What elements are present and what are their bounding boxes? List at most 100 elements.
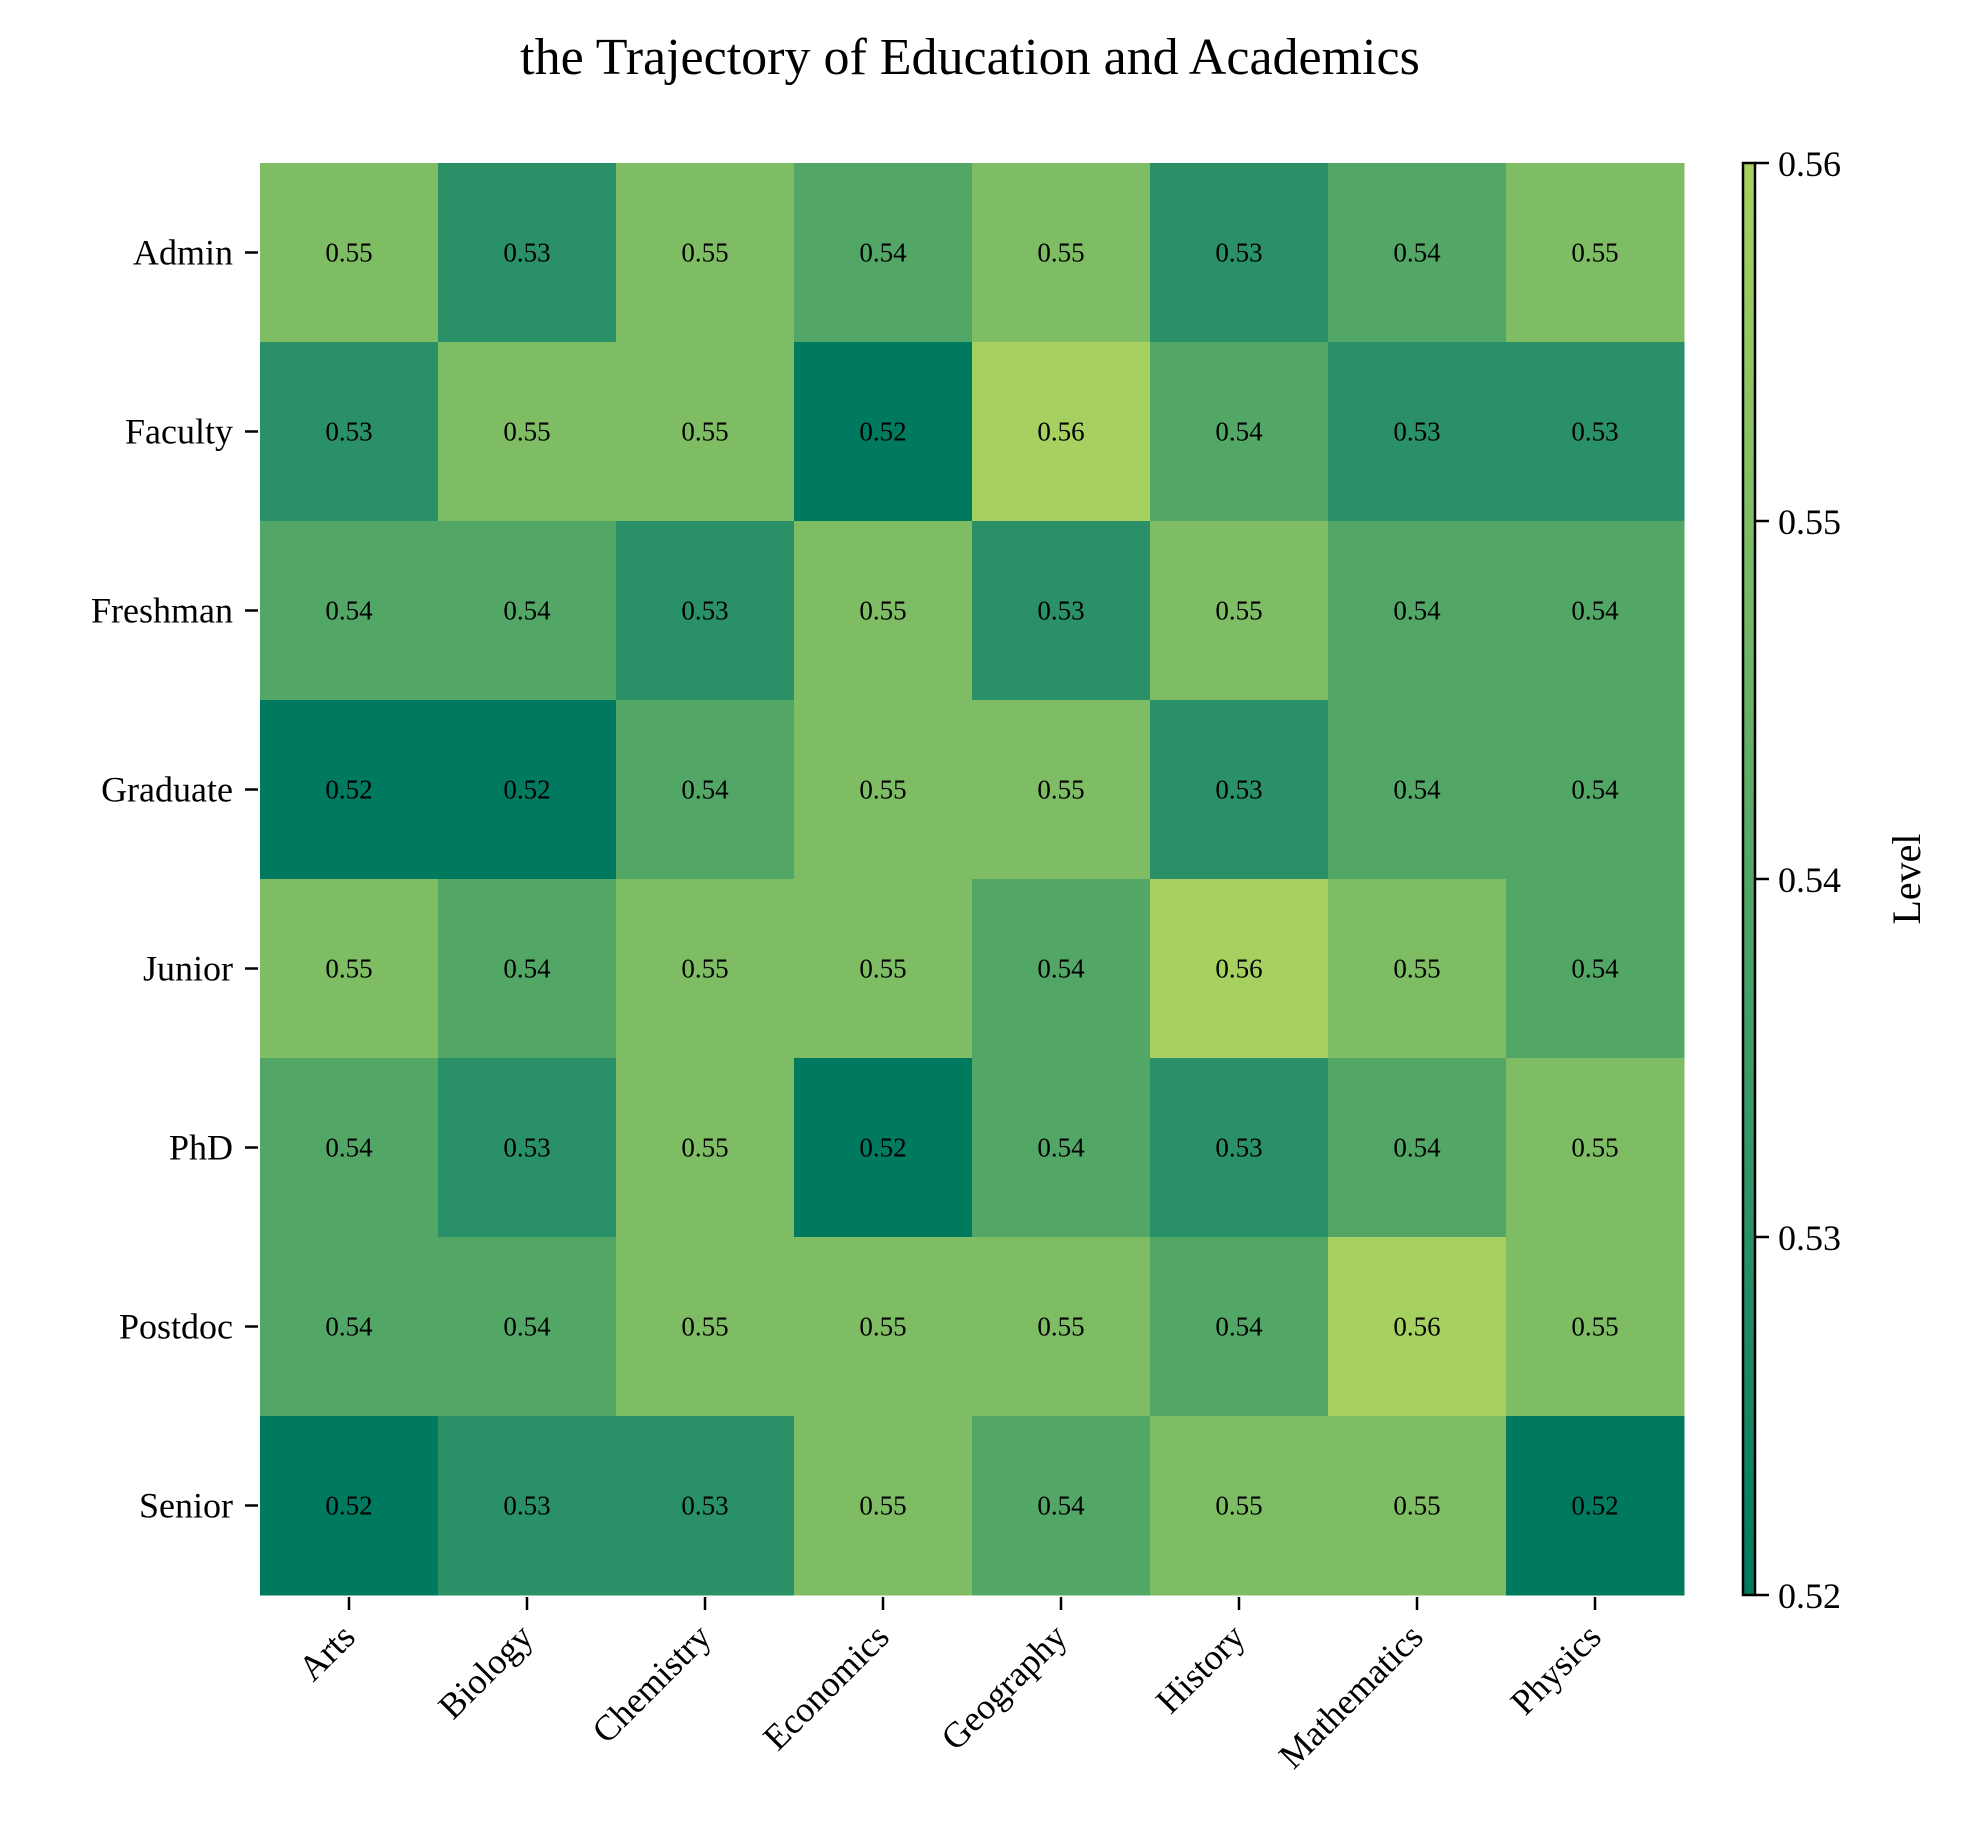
cell-value-label: 0.55	[1393, 1491, 1440, 1521]
heatmap-cell	[972, 1416, 1151, 1596]
cell-value-label: 0.54	[1393, 596, 1441, 626]
heatmap-cell	[1506, 521, 1685, 701]
cell-value-label: 0.54	[1393, 775, 1441, 805]
cell-value-label: 0.52	[859, 1133, 906, 1163]
cell-value-label: 0.54	[325, 1312, 373, 1342]
heatmap-cell	[1328, 1058, 1507, 1238]
cell-value-label: 0.53	[1037, 596, 1084, 626]
cell-value-label: 0.54	[1571, 775, 1619, 805]
cell-value-label: 0.54	[1215, 1312, 1263, 1342]
y-tick-label: Graduate	[101, 770, 233, 810]
cell-value-label: 0.53	[503, 1133, 550, 1163]
heatmap-cell	[1506, 700, 1685, 880]
heatmap-cell	[1506, 163, 1685, 343]
colorbar-gradient	[1741, 161, 1757, 1597]
heatmap-cell	[1328, 521, 1507, 701]
cell-value-label: 0.54	[503, 596, 551, 626]
y-tick-label: PhD	[169, 1128, 233, 1168]
cell-value-label: 0.54	[1037, 1133, 1085, 1163]
cell-value-label: 0.55	[681, 417, 728, 447]
heatmap-cell	[1150, 1058, 1329, 1238]
cell-value-label: 0.54	[1215, 417, 1263, 447]
cell-value-label: 0.52	[325, 1491, 372, 1521]
heatmap-cell	[1506, 342, 1685, 522]
cell-value-label: 0.53	[1571, 417, 1618, 447]
heatmap-cell	[260, 1416, 439, 1596]
x-tick-label: Chemistry	[584, 1616, 718, 1750]
heatmap-cell	[1328, 342, 1507, 522]
cell-value-label: 0.53	[503, 1491, 550, 1521]
cell-value-label: 0.55	[859, 954, 906, 984]
cell-value-label: 0.53	[681, 596, 728, 626]
heatmap-cell	[260, 163, 439, 343]
cell-value-label: 0.54	[1393, 1133, 1441, 1163]
cell-value-label: 0.53	[1393, 417, 1440, 447]
cell-value-label: 0.52	[325, 775, 372, 805]
heatmap-cell	[438, 342, 617, 522]
heatmap-cell	[1506, 1416, 1685, 1596]
cell-value-label: 0.55	[1571, 238, 1618, 268]
y-axis: Admin Faculty Freshman Graduate Junior PhD Pos…	[91, 233, 258, 1526]
heatmap-cell	[616, 521, 795, 701]
cell-value-label: 0.55	[681, 238, 728, 268]
heatmap-cell	[972, 521, 1151, 701]
heatmap-cell	[1150, 1237, 1329, 1417]
cell-value-label: 0.55	[681, 1133, 728, 1163]
cell-value-label: 0.56	[1215, 954, 1262, 984]
x-tick-label: Biology	[430, 1616, 540, 1726]
heatmap-cell	[794, 700, 973, 880]
heatmap-cell	[972, 1237, 1151, 1417]
heatmap-cell	[972, 879, 1151, 1059]
colorbar-tick-label: 0.54	[1778, 860, 1841, 900]
cell-value-label: 0.55	[681, 954, 728, 984]
cell-value-label: 0.53	[1215, 238, 1262, 268]
heatmap-cell	[438, 521, 617, 701]
heatmap-cell	[616, 1416, 795, 1596]
heatmap-cell	[972, 342, 1151, 522]
y-tick-label: Senior	[139, 1486, 233, 1526]
heatmap-cell	[1506, 1058, 1685, 1238]
heatmap-cell	[1506, 1237, 1685, 1417]
y-tick-label: Admin	[133, 233, 233, 273]
chart-title: the Trajectory of Education and Academic…	[520, 29, 1420, 86]
heatmap-cell	[1328, 700, 1507, 880]
cell-value-label: 0.55	[1037, 238, 1084, 268]
x-axis: Arts Biology Chemistry Economics Geography Hi…	[291, 1597, 1609, 1776]
cell-value-label: 0.55	[1037, 1312, 1084, 1342]
heatmap-cell	[260, 700, 439, 880]
colorbar-tick-label: 0.53	[1778, 1218, 1841, 1258]
heatmap-cell	[794, 342, 973, 522]
heatmap-cell	[260, 1237, 439, 1417]
cell-value-label: 0.52	[1571, 1491, 1618, 1521]
heatmap-cell	[1328, 1237, 1507, 1417]
cell-value-label: 0.52	[859, 417, 906, 447]
cell-value-label: 0.54	[1571, 596, 1619, 626]
heatmap-cell	[1150, 521, 1329, 701]
cell-value-label: 0.54	[1571, 954, 1619, 984]
colorbar-ticks: 0.52 0.53 0.54 0.55 0.56	[1755, 144, 1841, 1616]
cell-value-label: 0.53	[325, 417, 372, 447]
cell-value-label: 0.54	[1037, 954, 1085, 984]
heatmap-cell	[1150, 1416, 1329, 1596]
colorbar-tick-label: 0.56	[1778, 144, 1841, 184]
cell-value-label: 0.55	[859, 775, 906, 805]
cell-value-labels: 0.55 0.53 0.55 0.54 0.55 0.53 0.54 0.55 0.53 0.55…	[325, 238, 1619, 1521]
colorbar: 0.52 0.53 0.54 0.55 0.56 Level	[1741, 144, 1929, 1616]
x-tick-label: Geography	[933, 1616, 1074, 1757]
heatmap-cell	[794, 163, 973, 343]
cell-value-label: 0.55	[1215, 1491, 1262, 1521]
cell-value-label: 0.55	[681, 1312, 728, 1342]
colorbar-tick-label: 0.55	[1778, 502, 1841, 542]
cell-value-label: 0.56	[1393, 1312, 1440, 1342]
heatmap-cell	[438, 879, 617, 1059]
heatmap-cell	[1150, 700, 1329, 880]
y-tick-label: Postdoc	[119, 1307, 233, 1347]
cell-value-label: 0.52	[503, 775, 550, 805]
heatmap-cells	[260, 163, 1685, 1596]
heatmap-cell	[972, 163, 1151, 343]
cell-value-label: 0.53	[1215, 1133, 1262, 1163]
heatmap-cell	[1150, 163, 1329, 343]
heatmap-cell	[438, 700, 617, 880]
heatmap-cell	[1328, 879, 1507, 1059]
colorbar-label: Level	[1884, 833, 1929, 924]
